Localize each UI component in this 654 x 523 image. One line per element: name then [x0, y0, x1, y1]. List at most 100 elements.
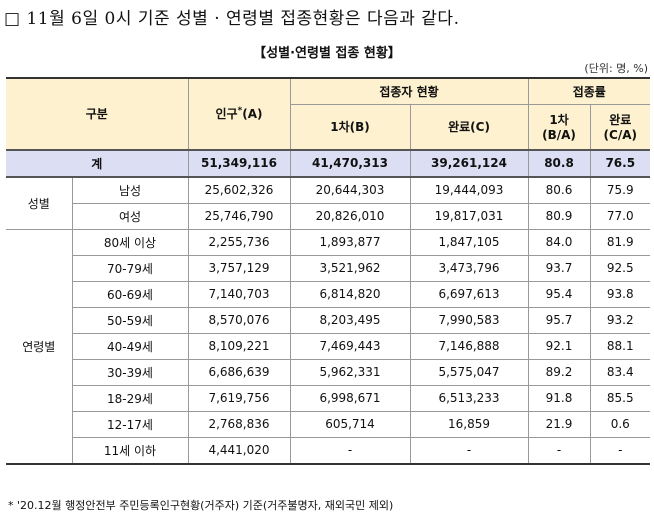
- header-cell: 1차(B): [289, 104, 411, 150]
- cell: 5,962,331: [289, 358, 411, 386]
- cell: 80.8: [527, 148, 591, 178]
- cell: 6,814,820: [289, 280, 411, 308]
- cell: 7,469,443: [289, 332, 411, 360]
- data-row: 30-39세 6,686,639 5,962,331 5,575,047 89.2 83.…: [6, 358, 651, 386]
- header-line: 완료: [609, 113, 632, 128]
- cell: 2,768,836: [187, 410, 291, 438]
- cell: -: [589, 436, 651, 464]
- cell: -: [527, 436, 591, 464]
- data-row: 50-59세 8,570,076 8,203,495 7,990,583 95.7 93.…: [6, 306, 651, 334]
- header-cell: 인구*(A): [187, 77, 291, 150]
- row-label: 여성: [71, 202, 189, 230]
- unit-note: (단위: 명, %): [584, 62, 648, 75]
- cell: 25,746,790: [187, 202, 291, 230]
- data-row: 연령별 80세 이상 2,255,736 1,893,877 1,847,105 84.0…: [6, 228, 651, 464]
- row-label: 11세 이하: [71, 436, 189, 464]
- cell: 1,847,105: [409, 228, 529, 256]
- header-cell: 구분: [6, 77, 189, 150]
- group-label: 성별: [6, 176, 73, 230]
- cell: 7,990,583: [409, 306, 529, 334]
- cell: 76.5: [589, 148, 651, 178]
- header-line: (B/A): [542, 128, 576, 143]
- cell: 92.1: [527, 332, 591, 360]
- cell: 8,570,076: [187, 306, 291, 334]
- row-label: 18-29세: [71, 384, 189, 412]
- cell: 41,470,313: [289, 148, 411, 178]
- cell: 7,140,703: [187, 280, 291, 308]
- header-cell: 완료 (C/A): [589, 104, 651, 150]
- cell: 95.4: [527, 280, 591, 308]
- cell: 21.9: [527, 410, 591, 438]
- header-cell: 완료(C): [409, 104, 529, 150]
- row-label: 50-59세: [71, 306, 189, 334]
- row-label: 30-39세: [71, 358, 189, 386]
- group-label: 연령별: [6, 228, 73, 464]
- header-row: 구분 인구*(A) 접종자 현황 접종률: [6, 77, 651, 150]
- cell: 39,261,124: [409, 148, 529, 178]
- data-row: 11세 이하 4,441,020- - - -: [6, 436, 651, 464]
- cell: 91.8: [527, 384, 591, 412]
- cell: 25,602,326: [187, 176, 291, 204]
- row-label: 80세 이상: [71, 228, 189, 256]
- cell: 95.7: [527, 306, 591, 334]
- cell: 20,644,303: [289, 176, 411, 204]
- cell: 89.2: [527, 358, 591, 386]
- cell: 85.5: [589, 384, 651, 412]
- header-row: 1차(B) 완료(C) 1차 (B/A) 완료 (C/A): [6, 104, 651, 150]
- cell: 3,473,796: [409, 254, 529, 282]
- cell: 2,255,736: [187, 228, 291, 256]
- row-label: 70-79세: [71, 254, 189, 282]
- cell: 6,513,233: [409, 384, 529, 412]
- header-cell: 1차 (B/A): [527, 104, 591, 150]
- cell: -: [409, 436, 529, 464]
- cell: 4,441,020: [187, 436, 291, 464]
- table: 구분 인구*(A) 접종자 현황 접종률 1차(B) 완료(C) 1차 (B/A) 완료 (C/A…: [6, 77, 651, 465]
- cell: 51,349,116: [187, 148, 291, 178]
- cell: 6,697,613: [409, 280, 529, 308]
- header-line: (C/A): [603, 128, 637, 143]
- row-label: 12-17세: [71, 410, 189, 438]
- cell: 93.2: [589, 306, 651, 334]
- header-cell: 접종자 현황: [289, 77, 529, 105]
- data-row: 18-29세 7,619,756 6,998,671 6,513,233 91.8 85.…: [6, 384, 651, 412]
- data-row: 여성 25,746,790 20,826,010 19,817,031 80.9 77.0: [6, 202, 651, 230]
- cell: 77.0: [589, 202, 651, 230]
- cell: 0.6: [589, 410, 651, 438]
- cell: 19,444,093: [409, 176, 529, 204]
- cell: 605,714: [289, 410, 411, 438]
- footnote: * '20.12월 행정안전부 주민등록인구현황(거주자) 기준(거주불명자, …: [8, 499, 394, 512]
- cell: 20,826,010: [289, 202, 411, 230]
- header-mark: *: [237, 106, 243, 117]
- cell: 88.1: [589, 332, 651, 360]
- cell: 1,893,877: [289, 228, 411, 256]
- cell: 80.9: [527, 202, 591, 230]
- cell: -: [289, 436, 411, 464]
- cell: 75.9: [589, 176, 651, 204]
- cell: 92.5: [589, 254, 651, 282]
- header-text: 인구: [215, 107, 238, 122]
- data-row: 성별 남성 25,602,326 20,644,303 19,444,093 80.6 75…: [6, 176, 651, 230]
- cell: 19,817,031: [409, 202, 529, 230]
- table-body: 구분 인구*(A) 접종자 현황 접종률 1차(B) 완료(C) 1차 (B/A) 완료 (C/A…: [6, 77, 651, 464]
- table-title: 【성별·연령별 접종 현황】: [253, 46, 401, 61]
- cell: 93.8: [589, 280, 651, 308]
- cell: 83.4: [589, 358, 651, 386]
- cell: 8,203,495: [289, 306, 411, 334]
- cell: 16,859: [409, 410, 529, 438]
- data-row: 60-69세 7,140,703 6,814,820 6,697,613 95.4 93.…: [6, 280, 651, 308]
- data-row: 12-17세 2,768,836 605,714 16,859 21.9 0.6: [6, 410, 651, 438]
- cell: 7,146,888: [409, 332, 529, 360]
- cell: 3,757,129: [187, 254, 291, 282]
- cell: 3,521,962: [289, 254, 411, 282]
- cell: 7,619,756: [187, 384, 291, 412]
- cell: 6,998,671: [289, 384, 411, 412]
- cell: 81.9: [589, 228, 651, 256]
- data-row: 70-79세 3,757,129 3,521,962 3,473,796 93.7 92.…: [6, 254, 651, 282]
- row-label: 계: [6, 148, 189, 178]
- row-label: 남성: [71, 176, 189, 204]
- row-label: 60-69세: [71, 280, 189, 308]
- cell: 8,109,221: [187, 332, 291, 360]
- total-row: 계 51,349,116 41,470,313 39,261,124 80.8 76.5: [6, 148, 651, 178]
- cell: 6,686,639: [187, 358, 291, 386]
